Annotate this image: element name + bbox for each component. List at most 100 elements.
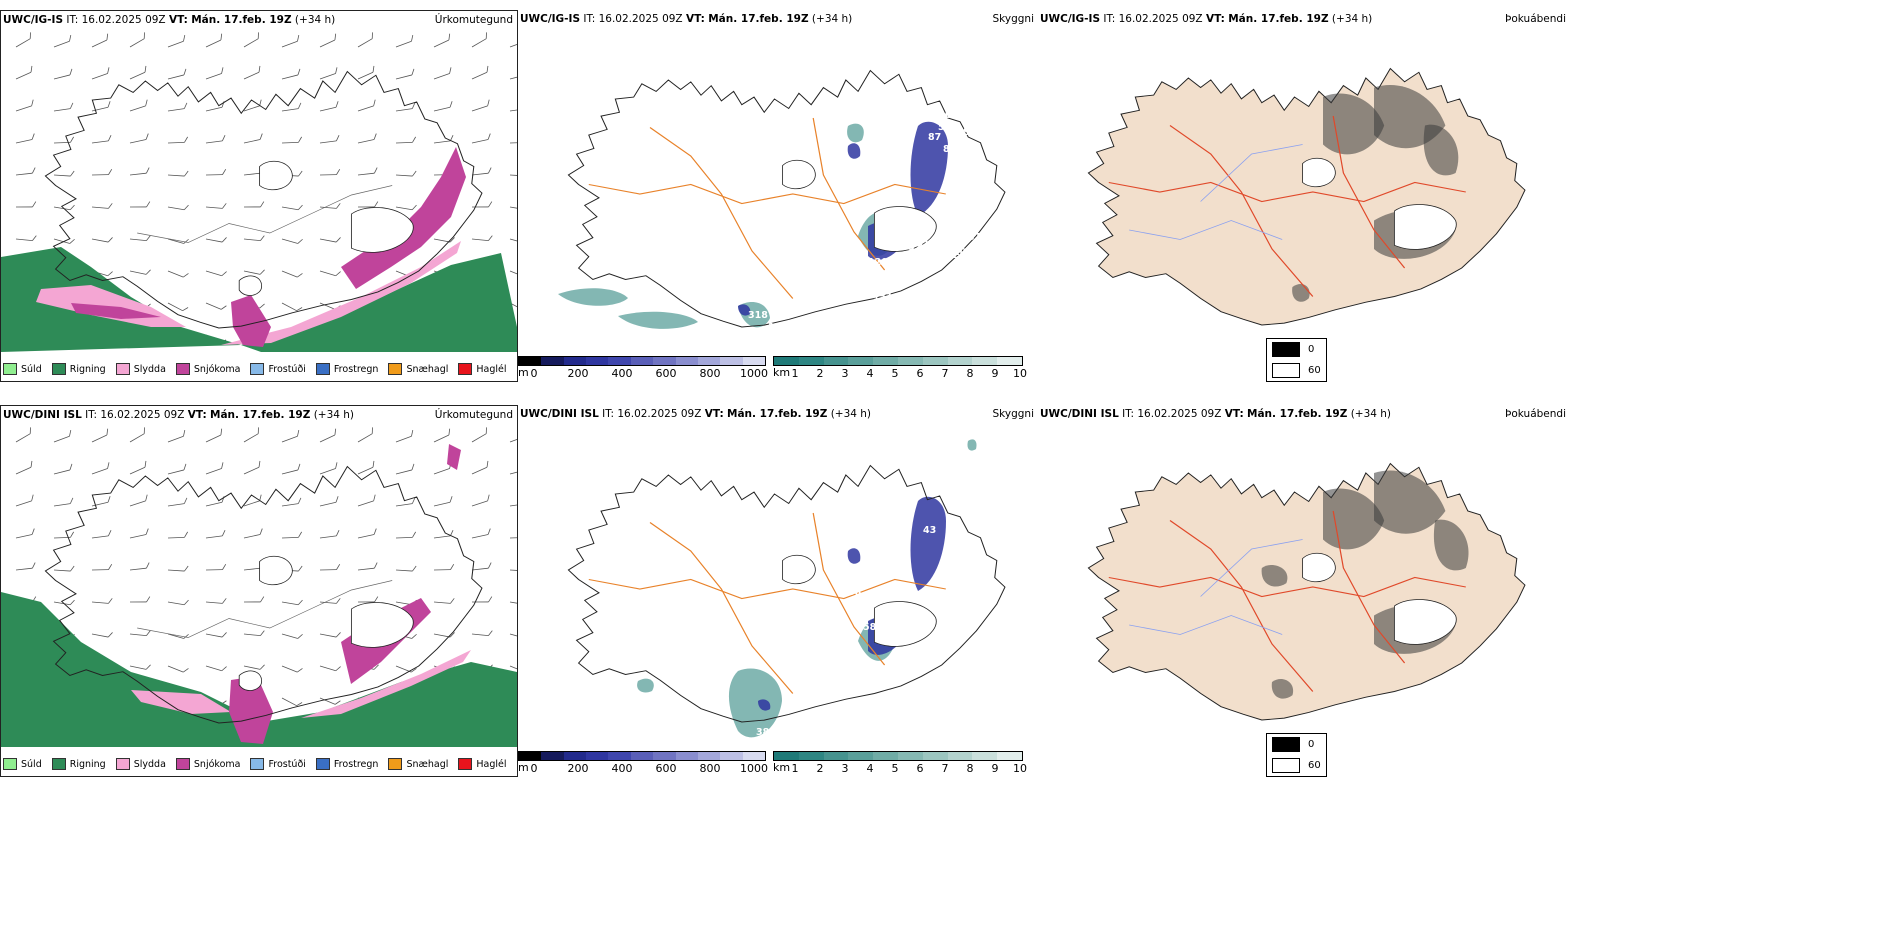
colorbar-tick: 5 [891, 762, 899, 775]
fog-legend-swatch [1272, 737, 1300, 752]
colorbar-tick: 1000 [740, 367, 768, 380]
visibility-area-m [847, 143, 861, 159]
legend-item: Slydda [115, 758, 166, 770]
vt-value: Mán. 17.feb. 19Z [727, 408, 828, 420]
precip-type-panel: UWC/DINI ISL IT: 16.02.2025 09Z VT: Mán.… [0, 405, 518, 777]
fog-shading [1323, 93, 1385, 155]
legend-swatch [250, 758, 265, 770]
visibility-area-m [847, 548, 861, 564]
colorbar-ticks: 1 2 3 4 5 6 7 8 9 10 [773, 761, 1028, 775]
model-name: UWC/IG-IS [1040, 13, 1101, 25]
fog-legend-row: 60 [1267, 360, 1326, 381]
colorbar-tick: 7 [941, 762, 949, 775]
vt-label: VT: [685, 13, 705, 25]
river-network [1129, 539, 1303, 635]
vt-label: VT: [187, 409, 207, 421]
model-name: UWC/DINI ISL [520, 408, 599, 420]
visibility-value: 16 [873, 270, 887, 281]
colorbar-ticks: 0 200 400 600 800 1000 [518, 366, 769, 380]
legend-label: Frostregn [333, 758, 379, 770]
panel-header: UWC/IG-IS IT: 16.02.2025 09Z VT: Mán. 17… [3, 14, 335, 26]
legend-label: Haglél [476, 758, 507, 770]
visibility-area-km [967, 439, 977, 451]
visibility-value: 52 [908, 242, 921, 253]
visibility-value: 92 [965, 177, 978, 188]
sleet-area [131, 650, 471, 718]
visibility-value: 10 [970, 572, 984, 583]
legend-swatch [51, 363, 66, 375]
visibility-m-colorbar: 0 200 400 600 800 1000 m [518, 751, 768, 775]
visibility-value: 240 [780, 737, 800, 746]
fog-legend-label: 60 [1308, 365, 1321, 376]
glacier-outline [1302, 157, 1336, 187]
model-name: UWC/DINI ISL [1040, 408, 1119, 420]
legend-swatch [388, 758, 403, 770]
it-value: 16.02.2025 09Z [1137, 408, 1222, 420]
vt-label: VT: [168, 14, 188, 26]
road-network [588, 512, 946, 694]
legend-item: Snjókoma [175, 363, 241, 375]
legend-label: Snjókoma [193, 363, 241, 375]
sleet-area [36, 241, 461, 345]
panel-title: Skyggni [992, 13, 1035, 25]
legend-swatch [315, 363, 330, 375]
visibility-value: 100 [976, 587, 996, 598]
fog-shading [1271, 678, 1294, 699]
lead-time: (+34 h) [313, 409, 355, 421]
legend-item: Snæhagl [388, 363, 448, 375]
colorbar-tick: 10 [1013, 762, 1027, 775]
visibility-value: 151 [873, 292, 893, 303]
vt-label: VT: [1205, 13, 1225, 25]
legend-label: Frostregn [333, 363, 379, 375]
coastline [44, 465, 483, 724]
visibility-value: 31 [968, 232, 981, 243]
panel-header: UWC/IG-IS IT: 16.02.2025 09Z VT: Mán. 17… [1040, 13, 1372, 25]
colorbar-ticks: 1 2 3 4 5 6 7 8 9 10 [773, 366, 1028, 380]
it-label: IT: [1103, 13, 1116, 25]
visibility-value: 100 [963, 587, 983, 598]
fog-map [1087, 67, 1526, 326]
colorbar-unit: km [773, 366, 791, 379]
vt-value: Mán. 17.feb. 19Z [708, 13, 809, 25]
road-network [588, 117, 946, 299]
visibility-area-m [910, 496, 946, 591]
colorbar-tick: 3 [841, 762, 849, 775]
fog-legend-swatch [1272, 363, 1300, 378]
visibility-value: 120 [868, 257, 888, 268]
legend-item: Frostúði [250, 758, 306, 770]
visibility-value: 66 [938, 110, 952, 121]
colorbar-tick: 400 [611, 367, 633, 380]
legend-item: Haglél [458, 758, 507, 770]
land-area [1087, 462, 1526, 721]
fog-legend-swatch [1272, 758, 1300, 773]
legend-swatch [458, 758, 473, 770]
visibility-value: 777 [780, 717, 800, 728]
legend-item: Snjókoma [175, 758, 240, 770]
legend-swatch [175, 758, 190, 770]
vt-value: Mán. 17.feb. 19Z [210, 409, 311, 421]
visibility-value: 87 [968, 152, 981, 163]
colorbar-tick: 200 [567, 762, 589, 775]
it-label: IT: [85, 409, 98, 421]
it-label: IT: [602, 408, 615, 420]
colorbar-tick: 800 [699, 762, 721, 775]
colorbar-tick: 4 [866, 367, 874, 380]
visibility-value: 89 [943, 144, 956, 155]
vt-value: Mán. 17.feb. 19Z [191, 14, 292, 26]
panel-header: UWC/DINI ISL IT: 16.02.2025 09Z VT: Mán.… [3, 409, 354, 421]
it-value: 16.02.2025 09Z [81, 14, 166, 26]
visibility-area-km [618, 311, 698, 329]
coastline [44, 70, 483, 329]
model-name: UWC/DINI ISL [3, 409, 82, 421]
visibility-area-km [558, 288, 628, 306]
precip-map [1, 427, 517, 747]
colorbar-tick: 6 [916, 762, 924, 775]
vt-label: VT: [1224, 408, 1244, 420]
visibility-value: 318 [748, 310, 768, 321]
precip-type-panel: UWC/IG-IS IT: 16.02.2025 09Z VT: Mán. 17… [0, 10, 518, 382]
visibility-value: 75 [918, 222, 931, 233]
